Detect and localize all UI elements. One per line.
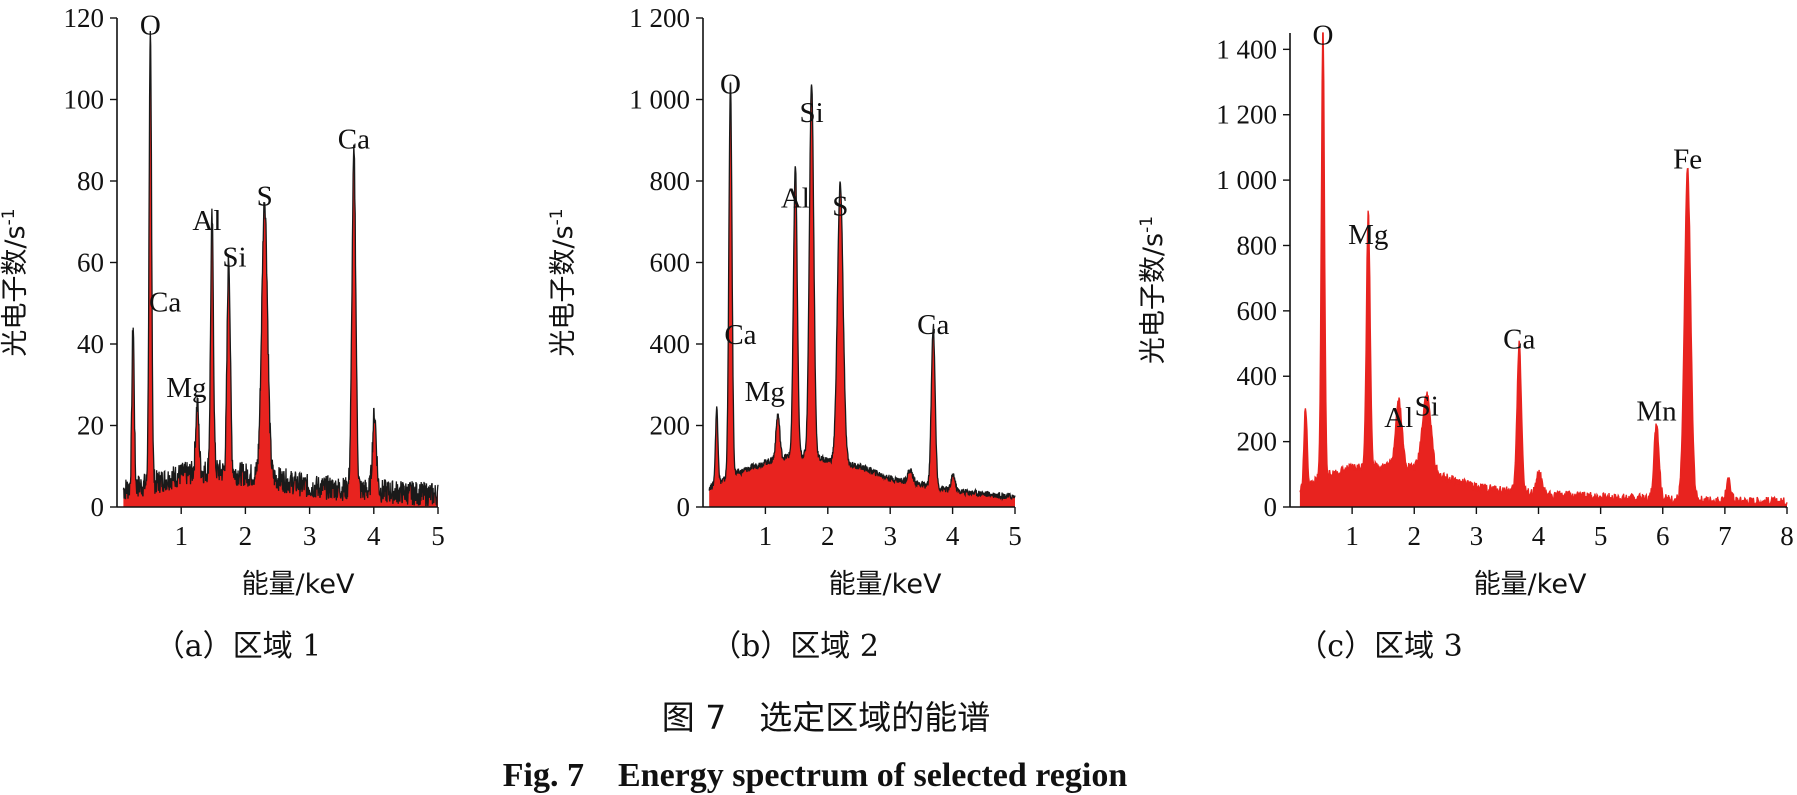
- y-tick-label: 1 000: [629, 85, 690, 115]
- x-tick-label: 2: [1408, 521, 1422, 551]
- peak-label: Si: [799, 97, 823, 129]
- x-tick-label: 5: [1594, 521, 1608, 551]
- spectrum-line: [122, 30, 439, 507]
- x-tick-label: 3: [303, 521, 317, 551]
- x-tick-label: 3: [1470, 521, 1484, 551]
- y-axis-label-superscript: -1: [1137, 216, 1157, 233]
- y-tick-label: 40: [77, 329, 104, 359]
- x-tick-label: 6: [1656, 521, 1670, 551]
- x-tick-label: 3: [883, 521, 897, 551]
- peak-label: O: [720, 68, 741, 100]
- figure-caption-cn: 图 7 选定区域的能谱: [662, 698, 991, 737]
- peak-label: O: [1312, 19, 1333, 51]
- y-axis-label-text: 光电子数/s: [548, 225, 579, 356]
- peak-label: Ca: [149, 286, 181, 318]
- peak-label: Ca: [338, 123, 370, 155]
- peak-label: Si: [222, 242, 246, 274]
- y-axis-label: 光电子数/s-1: [0, 208, 31, 356]
- spectrum-area: [123, 31, 439, 507]
- chart-panel-c: 0 200 400 600 800 1 000 1 200 1 400 1 2 3 4 5 6 7 8 能量/k…: [1137, 19, 1794, 664]
- chart-panel-b: 0 200 400 600 800 1 000 1 200 1 2 3 4 5 能量/keV 光电子数/s…: [547, 3, 1022, 664]
- panel-caption: （a）区域 1: [155, 629, 322, 664]
- x-tick-label: 2: [821, 521, 835, 551]
- x-tick-label: 5: [1008, 521, 1022, 551]
- peak-label: Ca: [1503, 323, 1535, 355]
- peak-label: Si: [1415, 390, 1439, 422]
- peak-label: S: [257, 180, 273, 212]
- y-axis-label-superscript: -1: [547, 208, 567, 225]
- x-tick-label: 4: [946, 521, 960, 551]
- peak-label: S: [832, 191, 848, 223]
- chart-panel-a: 0 20 40 60 80 100 120 1 2 3 4 5 能量/keV 光电子数/s-1 O Ca Mg A…: [0, 3, 445, 664]
- y-tick-label: 800: [650, 166, 691, 196]
- x-axis-label: 能量/keV: [1474, 569, 1587, 600]
- panel-caption: （c）区域 3: [1297, 629, 1462, 664]
- y-tick-label: 400: [1237, 361, 1278, 391]
- y-axis-label-superscript: -1: [0, 208, 19, 225]
- y-axis-label: 光电子数/s-1: [547, 208, 579, 356]
- y-tick-label: 400: [650, 329, 691, 359]
- x-tick-label: 8: [1780, 521, 1794, 551]
- panel-caption: （b）区域 2: [711, 629, 879, 664]
- y-tick-label: 600: [650, 248, 691, 278]
- peak-label: Al: [1384, 402, 1413, 434]
- y-axis-label-text: 光电子数/s: [0, 225, 31, 356]
- spectrum-line: [1299, 32, 1788, 509]
- y-tick-label: 0: [91, 492, 105, 522]
- spectrum-area: [1299, 33, 1787, 507]
- peak-label: Ca: [724, 319, 756, 351]
- peak-label: Ca: [917, 309, 949, 341]
- peak-label: Fe: [1673, 144, 1702, 176]
- peak-label: Al: [192, 205, 221, 237]
- y-axis-label: 光电子数/s-1: [1137, 216, 1169, 364]
- peak-label: Al: [781, 182, 810, 214]
- x-tick-label: 5: [431, 521, 445, 551]
- y-tick-label: 80: [77, 166, 104, 196]
- x-tick-label: 1: [759, 521, 773, 551]
- y-tick-label: 20: [77, 411, 104, 441]
- x-tick-label: 1: [1345, 521, 1359, 551]
- figure-caption-en: Fig. 7 Energy spectrum of selected regio…: [503, 757, 1128, 794]
- y-tick-label: 60: [77, 248, 104, 278]
- peak-label: Mn: [1636, 395, 1677, 427]
- y-tick-label: 1 000: [1216, 165, 1277, 195]
- y-tick-label: 0: [677, 492, 691, 522]
- x-axis-label: 能量/keV: [242, 569, 355, 600]
- y-axis-label-text: 光电子数/s: [1138, 233, 1169, 364]
- y-tick-label: 120: [64, 3, 105, 33]
- peak-label: O: [140, 9, 161, 41]
- peak-label: Mg: [1348, 219, 1388, 251]
- x-tick-label: 4: [367, 521, 381, 551]
- y-tick-label: 600: [1237, 296, 1278, 326]
- y-tick-label: 0: [1264, 492, 1278, 522]
- x-axis-label: 能量/keV: [829, 569, 942, 600]
- y-tick-label: 800: [1237, 230, 1278, 260]
- y-tick-label: 200: [1237, 427, 1278, 457]
- spectrum-area: [709, 82, 1015, 507]
- y-tick-label: 100: [64, 85, 105, 115]
- x-tick-label: 7: [1718, 521, 1732, 551]
- spectrum-line: [708, 82, 1016, 502]
- y-tick-label: 1 400: [1216, 34, 1277, 64]
- y-tick-label: 200: [650, 411, 691, 441]
- peak-label: Mg: [745, 376, 785, 408]
- x-tick-label: 2: [239, 521, 253, 551]
- peak-label: Mg: [166, 372, 206, 404]
- x-tick-label: 4: [1532, 521, 1546, 551]
- y-tick-label: 1 200: [1216, 100, 1277, 130]
- y-tick-label: 1 200: [629, 3, 690, 33]
- x-tick-label: 1: [174, 521, 188, 551]
